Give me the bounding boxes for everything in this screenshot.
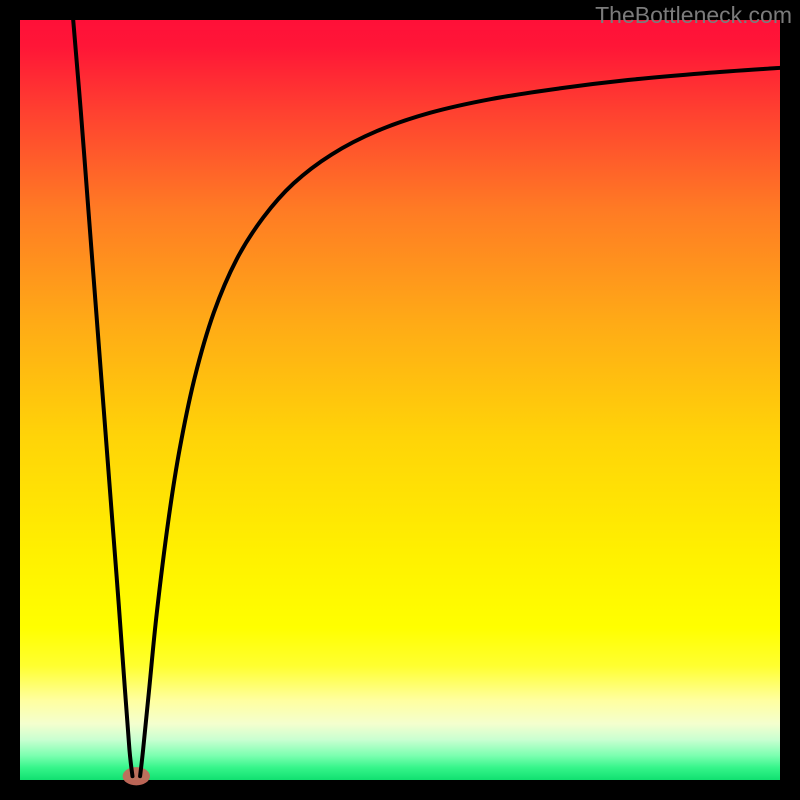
- vertex-marker: [123, 767, 150, 785]
- plot-background: [20, 20, 780, 780]
- bottleneck-chart: [0, 0, 800, 800]
- chart-frame: TheBottleneck.com: [0, 0, 800, 800]
- watermark-text: TheBottleneck.com: [595, 2, 792, 29]
